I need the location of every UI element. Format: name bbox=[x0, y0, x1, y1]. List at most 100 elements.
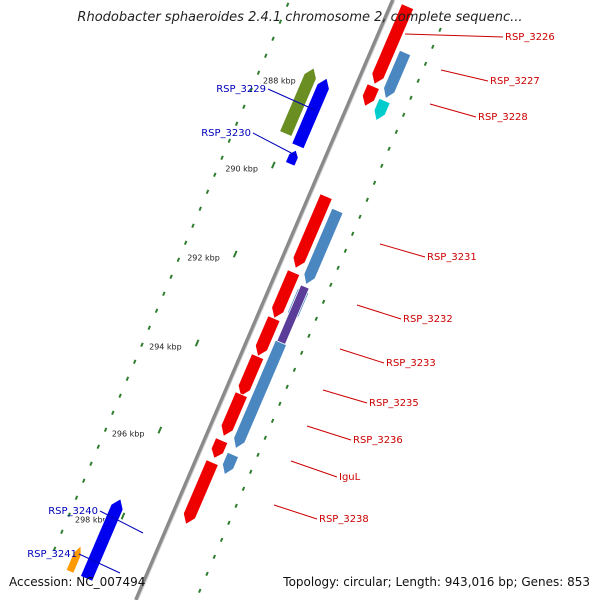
gene-arrow-rsp_3230 bbox=[284, 149, 299, 167]
gene-arrow-rsp_3226 bbox=[371, 3, 415, 85]
gene-arrow-rsp_3228 bbox=[373, 97, 391, 122]
gene-leader-line bbox=[78, 553, 121, 574]
map-title: Rhodobacter sphaeroides 2.4.1 chromosome… bbox=[77, 10, 523, 25]
tick-label: 290 kbp bbox=[225, 164, 258, 173]
gene-arrow-rsp_3235 bbox=[210, 437, 229, 459]
tick-dot bbox=[249, 469, 253, 475]
tick-dot bbox=[241, 486, 246, 492]
tick-dot bbox=[169, 274, 173, 279]
tick-dot bbox=[125, 376, 130, 381]
gene-label: RSP_3230 bbox=[201, 128, 251, 139]
tick-dot bbox=[358, 214, 362, 220]
gene-label: RSP_3233 bbox=[386, 358, 436, 369]
tick-dot bbox=[132, 359, 137, 364]
tick-dot bbox=[118, 393, 122, 398]
gene-arrow-rsp_3236 bbox=[222, 451, 240, 476]
genome-summary-text: Topology: circular; Length: 943,016 bp; … bbox=[283, 575, 590, 589]
tick-mark bbox=[120, 512, 126, 520]
tick-mark bbox=[271, 161, 276, 169]
tick-dot bbox=[191, 223, 195, 228]
tick-dot bbox=[198, 206, 202, 211]
tick-dot bbox=[213, 172, 217, 177]
tick-dot bbox=[285, 384, 289, 390]
tick-dot bbox=[249, 87, 253, 92]
gene-label: RSP_3228 bbox=[478, 112, 528, 123]
tick-dot bbox=[314, 316, 318, 322]
tick-dot bbox=[285, 2, 290, 7]
tick-dot bbox=[431, 44, 435, 50]
backbone-highlight bbox=[137, 0, 396, 600]
tick-dot bbox=[140, 342, 144, 347]
tick-dot bbox=[343, 248, 348, 254]
gene-leader-line bbox=[290, 460, 338, 478]
gene-arrow-rsp_3236 bbox=[233, 339, 288, 450]
tick-dot bbox=[423, 61, 428, 67]
tick-dot bbox=[409, 95, 413, 101]
tick-dot bbox=[176, 257, 181, 262]
tick-dot bbox=[103, 427, 108, 432]
tick-mark bbox=[232, 250, 238, 258]
tick-dot bbox=[264, 53, 268, 58]
tick-dot bbox=[401, 112, 406, 118]
gene-label: IguL bbox=[339, 472, 361, 483]
tick-dot bbox=[438, 27, 442, 33]
tick-dot bbox=[234, 503, 238, 509]
tick-dot bbox=[336, 265, 340, 271]
tick-dot bbox=[271, 36, 275, 41]
tick-dot bbox=[329, 282, 333, 288]
tick-dot bbox=[227, 138, 232, 143]
tick-label: 288 kbp bbox=[263, 76, 296, 85]
gene-label: RSP_3227 bbox=[490, 76, 540, 87]
tick-dot bbox=[67, 512, 71, 517]
tick-dot bbox=[162, 291, 166, 296]
gene-arrow-rsp_3232 bbox=[303, 207, 344, 286]
tick-dot bbox=[278, 401, 282, 407]
gene-leader-line bbox=[252, 132, 298, 157]
tick-dot bbox=[227, 520, 231, 526]
gene-arrow-igul bbox=[182, 459, 219, 525]
tick-dot bbox=[263, 435, 268, 441]
gene-label: RSP_3241 bbox=[27, 549, 77, 560]
gene-label: RSP_3231 bbox=[427, 252, 477, 263]
gene-arrow-rsp_3231 bbox=[292, 193, 333, 269]
gene-label: RSP_3229 bbox=[216, 84, 266, 95]
tick-dot bbox=[111, 410, 115, 415]
tick-dot bbox=[89, 461, 93, 466]
tick-mark bbox=[157, 426, 163, 434]
gene-label: RSP_3238 bbox=[319, 514, 369, 525]
tick-dot bbox=[183, 240, 188, 245]
gene-leader-line bbox=[306, 425, 352, 441]
tick-dot bbox=[96, 444, 100, 449]
gene-leader-line bbox=[339, 348, 385, 364]
gene-label: RSP_3232 bbox=[403, 314, 453, 325]
tick-dot bbox=[242, 104, 246, 109]
gene-leader-line bbox=[440, 69, 489, 82]
tick-dot bbox=[380, 163, 384, 169]
gene-leader-line bbox=[322, 389, 368, 404]
gene-leader-line bbox=[267, 88, 316, 111]
tick-dot bbox=[154, 308, 159, 313]
tick-label: 298 kbp bbox=[75, 515, 108, 524]
tick-dot bbox=[270, 418, 275, 424]
tick-dot bbox=[205, 189, 210, 194]
gene-arrow-rsp_3235 bbox=[237, 353, 265, 397]
tick-dot bbox=[82, 478, 86, 483]
gene-arrow-rsp_3240 bbox=[79, 498, 124, 582]
tick-dot bbox=[372, 180, 377, 186]
tick-label: 294 kbp bbox=[149, 342, 182, 351]
tick-dot bbox=[198, 588, 202, 594]
backbone-line bbox=[134, 0, 395, 600]
tick-dot bbox=[220, 155, 224, 160]
gene-leader-line bbox=[379, 243, 426, 258]
gene-label: RSP_3235 bbox=[369, 398, 419, 409]
gene-arrow-rsp_3235 bbox=[254, 315, 281, 357]
tick-label: 292 kbp bbox=[187, 253, 220, 262]
gene-leader-line bbox=[99, 510, 144, 534]
tick-dot bbox=[350, 231, 355, 237]
gene-arrow-rsp_3230 bbox=[291, 77, 330, 150]
gene-arrow-rsp_3235 bbox=[220, 391, 249, 437]
gene-arrow-rsp_3226 bbox=[361, 83, 380, 107]
accession-text: Accession: NC_007494 bbox=[9, 575, 146, 589]
